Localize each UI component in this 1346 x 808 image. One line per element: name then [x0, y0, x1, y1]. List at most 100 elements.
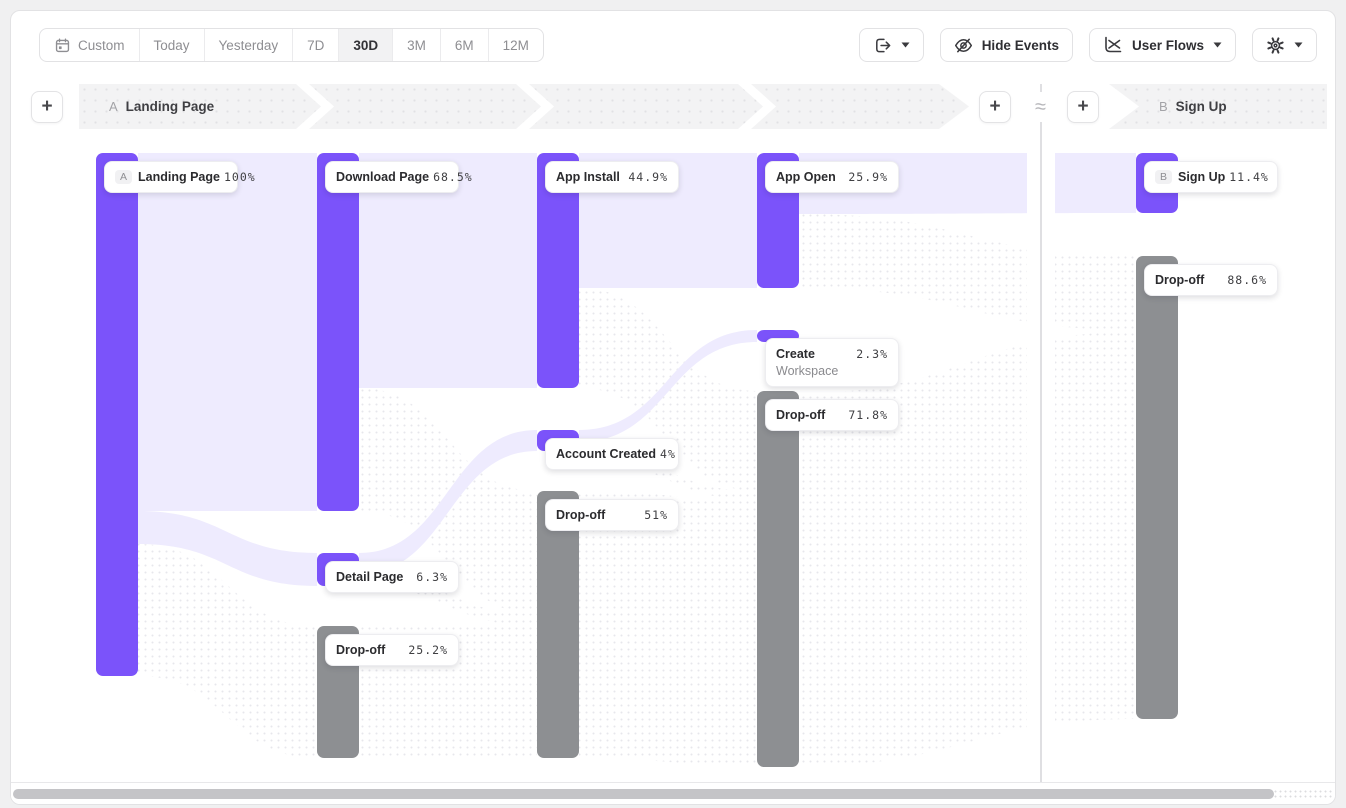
- gear-icon: [1267, 36, 1284, 54]
- settings-button[interactable]: [1252, 28, 1317, 62]
- sankey-bar-dropoff2[interactable]: [537, 491, 579, 758]
- horizontal-scrollbar: [11, 782, 1335, 804]
- step-b-badge: B: [1159, 99, 1168, 114]
- node-name: Drop-off: [556, 508, 606, 522]
- node-value: 71.8%: [848, 408, 888, 422]
- node-value: 68.5%: [433, 170, 473, 184]
- node-name: Account Created: [556, 447, 657, 461]
- scrollbar-thumb[interactable]: [13, 789, 1274, 799]
- node-label-detail[interactable]: Detail Page 6.3%: [325, 561, 459, 593]
- sankey-node-labels: A Landing Page 100% Download Page 68.5% D…: [11, 11, 1335, 804]
- flow-landing-to-dropoff1: [138, 544, 317, 758]
- node-label-account[interactable]: Account Created 4%: [545, 438, 679, 470]
- node-label-dropoff3[interactable]: Drop-off 71.8%: [765, 399, 899, 431]
- step-a-label: A Landing Page: [109, 99, 214, 114]
- chevron-down-icon: [901, 42, 910, 48]
- date-range-label: 12M: [502, 37, 529, 53]
- node-label-createws[interactable]: Create 2.3% Workspace: [765, 338, 899, 387]
- flow-appopen-to-dropoff4: [799, 214, 1136, 330]
- step-banner-landing-page[interactable]: A Landing Page: [79, 84, 969, 129]
- date-range-label: Today: [153, 37, 190, 53]
- date-range-yesterday[interactable]: Yesterday: [203, 29, 293, 61]
- step-a-name: Landing Page: [125, 99, 215, 114]
- calendar-icon: [55, 37, 70, 52]
- add-step-before-b-button[interactable]: +: [1067, 91, 1099, 123]
- date-range-selector: Custom Today Yesterday 7D 30D 3M 6M 12M: [39, 28, 544, 62]
- date-range-label: 7D: [307, 37, 325, 53]
- node-name: Detail Page: [336, 570, 404, 584]
- node-name: Drop-off: [1155, 273, 1205, 287]
- export-icon: [875, 38, 891, 52]
- date-range-6m[interactable]: 6M: [439, 29, 488, 61]
- node-value: 11.4%: [1229, 170, 1269, 184]
- flow-detail-to-account: [359, 430, 537, 574]
- node-value: 51%: [644, 508, 668, 522]
- export-button[interactable]: [858, 28, 924, 62]
- node-label-signup[interactable]: B Sign Up 11.4%: [1144, 161, 1278, 193]
- chevron-down-icon: [1213, 42, 1222, 48]
- steps-header: + A Landing Page + ≈ + B Sign Up: [11, 84, 1335, 129]
- node-value: 25.9%: [848, 170, 888, 184]
- date-range-label: Custom: [78, 37, 125, 53]
- step-a-badge: A: [109, 99, 118, 114]
- sankey-bar-download[interactable]: [317, 153, 359, 511]
- user-flows-chart-icon: [1105, 36, 1122, 53]
- step-banner-sign-up[interactable]: B Sign Up: [1109, 84, 1327, 129]
- eye-off-icon: [954, 38, 972, 52]
- chevron-down-icon: [1294, 42, 1303, 48]
- sankey-bar-dropoff3[interactable]: [757, 391, 799, 767]
- section-divider: [1040, 84, 1042, 784]
- node-name-line2: Workspace: [776, 364, 839, 378]
- view-selector-button[interactable]: User Flows: [1088, 28, 1236, 62]
- node-label-download[interactable]: Download Page 68.5%: [325, 161, 472, 193]
- node-name: Create: [776, 347, 815, 361]
- step-b-name: Sign Up: [1175, 99, 1227, 114]
- node-value: 25.2%: [408, 643, 448, 657]
- flow-dropoff2-to-dropoff3: [579, 491, 757, 766]
- node-label-appopen[interactable]: App Open 25.9%: [765, 161, 899, 193]
- node-value: 4%: [660, 447, 676, 461]
- flow-landing-to-download: [138, 153, 317, 511]
- flow-landing-to-detail: [138, 511, 317, 586]
- node-name: App Install: [556, 170, 620, 184]
- toolbar: Custom Today Yesterday 7D 30D 3M 6M 12M Hide Ev…: [39, 28, 1317, 62]
- date-range-custom[interactable]: Custom: [40, 29, 139, 61]
- user-flows-panel: A Landing Page 100% Download Page 68.5% D…: [10, 10, 1336, 805]
- node-label-dropoff1[interactable]: Drop-off 25.2%: [325, 634, 459, 666]
- view-selector-label: User Flows: [1131, 37, 1204, 53]
- node-value: 44.9%: [628, 170, 668, 184]
- step-chevron-separator: [296, 84, 336, 129]
- sankey-chart: [96, 141, 1178, 784]
- hide-events-label: Hide Events: [981, 37, 1059, 53]
- node-label-dropoff2[interactable]: Drop-off 51%: [545, 499, 679, 531]
- node-label-dropoff4[interactable]: Drop-off 88.6%: [1144, 264, 1278, 296]
- node-name: Drop-off: [776, 408, 826, 422]
- node-value: 2.3%: [856, 347, 888, 361]
- step-chevron-separator: [516, 84, 556, 129]
- date-range-7d[interactable]: 7D: [292, 29, 338, 61]
- node-label-landing[interactable]: A Landing Page 100%: [104, 161, 255, 193]
- date-range-30d[interactable]: 30D: [338, 29, 393, 61]
- node-label-install[interactable]: App Install 44.9%: [545, 161, 679, 193]
- add-step-before-button[interactable]: +: [31, 91, 63, 123]
- sankey-bar-landing[interactable]: [96, 153, 138, 676]
- add-step-after-a-button[interactable]: +: [979, 91, 1011, 123]
- date-range-label: 30D: [353, 37, 379, 53]
- date-range-label: 6M: [454, 37, 474, 53]
- date-range-label: Yesterday: [218, 37, 279, 53]
- date-range-label: 3M: [407, 37, 426, 53]
- sankey-bar-dropoff4[interactable]: [1136, 256, 1178, 719]
- date-range-12m[interactable]: 12M: [487, 29, 543, 61]
- node-value: 6.3%: [416, 570, 448, 584]
- node-name: Download Page: [336, 170, 430, 184]
- hide-events-button[interactable]: Hide Events: [939, 28, 1073, 62]
- sankey-bar-install[interactable]: [537, 153, 579, 388]
- flow-account-to-createws: [579, 330, 757, 442]
- flow-dropoff3-to-dropoff4: [799, 332, 1136, 766]
- date-range-today[interactable]: Today: [138, 29, 204, 61]
- node-name: App Open: [776, 170, 836, 184]
- node-value: 100%: [223, 170, 256, 184]
- step-chevron-separator: [738, 84, 778, 129]
- node-badge: A: [115, 170, 133, 184]
- date-range-3m[interactable]: 3M: [392, 29, 440, 61]
